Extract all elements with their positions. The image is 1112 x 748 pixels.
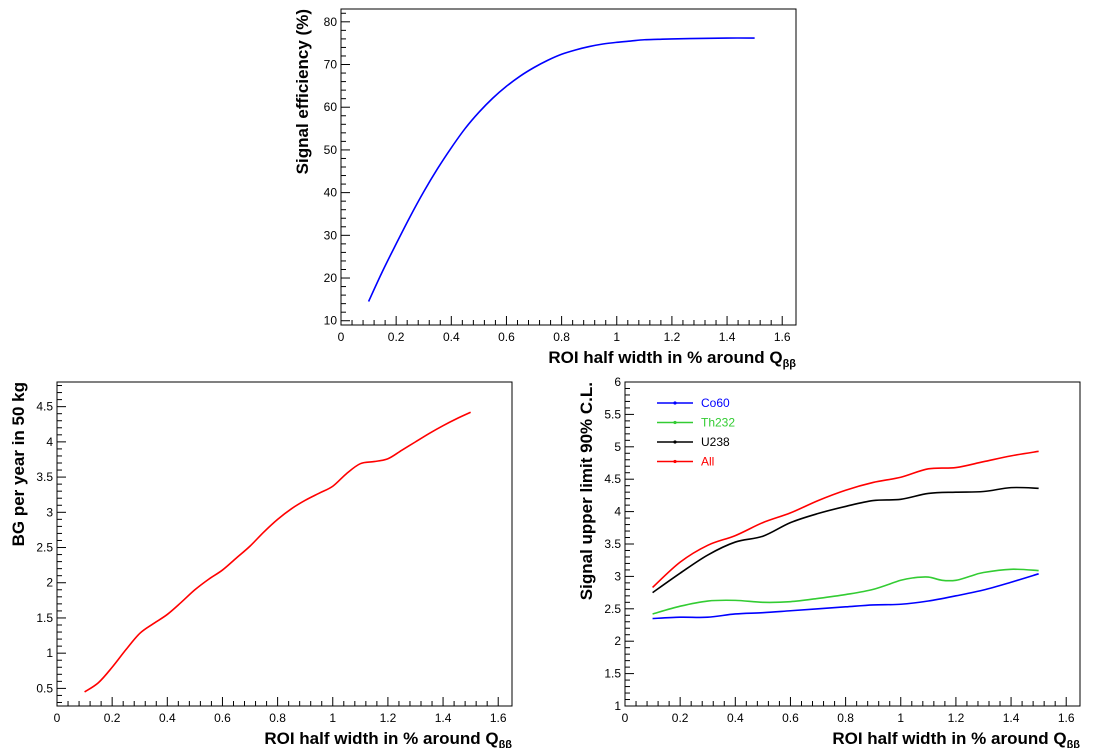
y-tick-label: 5.5 (604, 407, 621, 421)
y-tick-label: 10 (324, 314, 338, 328)
legend-marker-all (673, 459, 677, 464)
x-axis-title: ROI half width in % around Qββ (548, 348, 796, 370)
x-tick-label: 0.2 (104, 711, 121, 725)
x-tick-label: 0.8 (837, 711, 854, 725)
y-tick-label: 6 (614, 375, 621, 389)
chart-upper-limit: 0 0.2 0.4 0.6 0.8 1 1.2 1.4 1.6 1 1.5 2 2.5 3 3.5 4 4.5 5… (577, 375, 1081, 748)
legend-label-co60: Co60 (701, 396, 730, 410)
y-tick-label: 2 (46, 576, 53, 590)
y-tick-label: 0.5 (36, 681, 53, 695)
x-tick-label: 0.6 (214, 711, 231, 725)
x-tick-label: 0 (338, 330, 345, 344)
x-tick-label: 0.8 (269, 711, 286, 725)
y-tick-label: 2.5 (604, 602, 621, 616)
x-tick-label: 0.2 (672, 711, 689, 725)
x-tick-label: 1 (897, 711, 904, 725)
legend-label-th232: Th232 (701, 416, 735, 430)
series-line-u238 (652, 486, 1039, 594)
x-tick-label: 0.2 (388, 330, 405, 344)
x-tick-label: 1 (613, 330, 620, 344)
y-tick-label: 3.5 (604, 537, 621, 551)
series-line-background (84, 411, 471, 693)
x-tick-label: 1.4 (1003, 711, 1020, 725)
plot-frame (56, 381, 513, 707)
y-tick-label: 1 (46, 646, 53, 660)
y-tick-label: 4.5 (36, 400, 53, 414)
x-tick-label: 1 (329, 711, 336, 725)
x-tick-label: 0.4 (443, 330, 460, 344)
y-tick-label: 3.5 (36, 470, 53, 484)
y-tick-label: 70 (324, 58, 338, 72)
y-tick-label: 3 (46, 505, 53, 519)
x-tick-label: 0.4 (727, 711, 744, 725)
y-tick-label: 20 (324, 271, 338, 285)
series-line-co60 (652, 573, 1039, 620)
chart-background: 0 0.2 0.4 0.6 0.8 1 1.2 1.4 1.6 0.5 1 1.5 2 2.5 3 3.5 4 4… (9, 381, 513, 748)
x-tick-label: 0.6 (782, 711, 799, 725)
x-tick-label: 1.6 (1058, 711, 1075, 725)
x-axis-title: ROI half width in % around Qββ (832, 729, 1080, 748)
series-line-all (652, 450, 1039, 589)
x-tick-label: 0.8 (553, 330, 570, 344)
y-tick-label: 4 (614, 505, 621, 519)
y-axis-title: Signal upper limit 90% C.L. (577, 382, 596, 600)
y-tick-label: 3 (614, 569, 621, 583)
y-tick-label: 1 (614, 699, 621, 713)
plot-frame (340, 8, 797, 326)
x-tick-label: 0.4 (159, 711, 176, 725)
y-tick-label: 1.5 (604, 667, 621, 681)
legend-marker-co60 (673, 401, 677, 405)
x-tick-label: 0 (54, 711, 61, 725)
y-tick-label: 5 (614, 440, 621, 454)
y-tick-label: 1.5 (36, 611, 53, 625)
series-line-efficiency (367, 37, 755, 302)
series-line-th232 (652, 568, 1039, 615)
legend-marker-u238 (673, 440, 677, 444)
x-tick-label: 1.4 (719, 330, 736, 344)
plot-frame (624, 381, 1081, 707)
x-tick-label: 1.4 (435, 711, 452, 725)
y-tick-label: 4 (46, 435, 53, 449)
x-tick-label: 0 (622, 711, 629, 725)
y-tick-label: 2.5 (36, 541, 53, 555)
y-tick-label: 50 (324, 143, 338, 157)
x-tick-label: 1.6 (774, 330, 791, 344)
x-tick-label: 1.2 (948, 711, 965, 725)
y-tick-label: 4.5 (604, 472, 621, 486)
y-tick-label: 2 (614, 634, 621, 648)
y-tick-label: 60 (324, 100, 338, 114)
x-tick-label: 1.2 (664, 330, 681, 344)
legend: Co60 Th232 U238 All (657, 396, 735, 469)
legend-label-u238: U238 (701, 435, 730, 449)
y-axis-title: BG per year in 50 kg (9, 382, 28, 546)
y-tick-label: 80 (324, 15, 338, 29)
x-tick-label: 1.2 (380, 711, 397, 725)
legend-label-all: All (701, 455, 714, 469)
y-tick-label: 30 (324, 228, 338, 242)
y-axis-title: Signal efficiency (%) (293, 9, 312, 174)
x-tick-label: 1.6 (490, 711, 507, 725)
x-tick-label: 0.6 (498, 330, 515, 344)
x-axis-title: ROI half width in % around Qββ (264, 729, 512, 748)
legend-marker-th232 (673, 420, 677, 425)
y-tick-label: 40 (324, 186, 338, 200)
chart-efficiency: 0 0.2 0.4 0.6 0.8 1 1.2 1.4 1.6 10 20 30 40 50 60 70 80 R… (293, 8, 797, 370)
